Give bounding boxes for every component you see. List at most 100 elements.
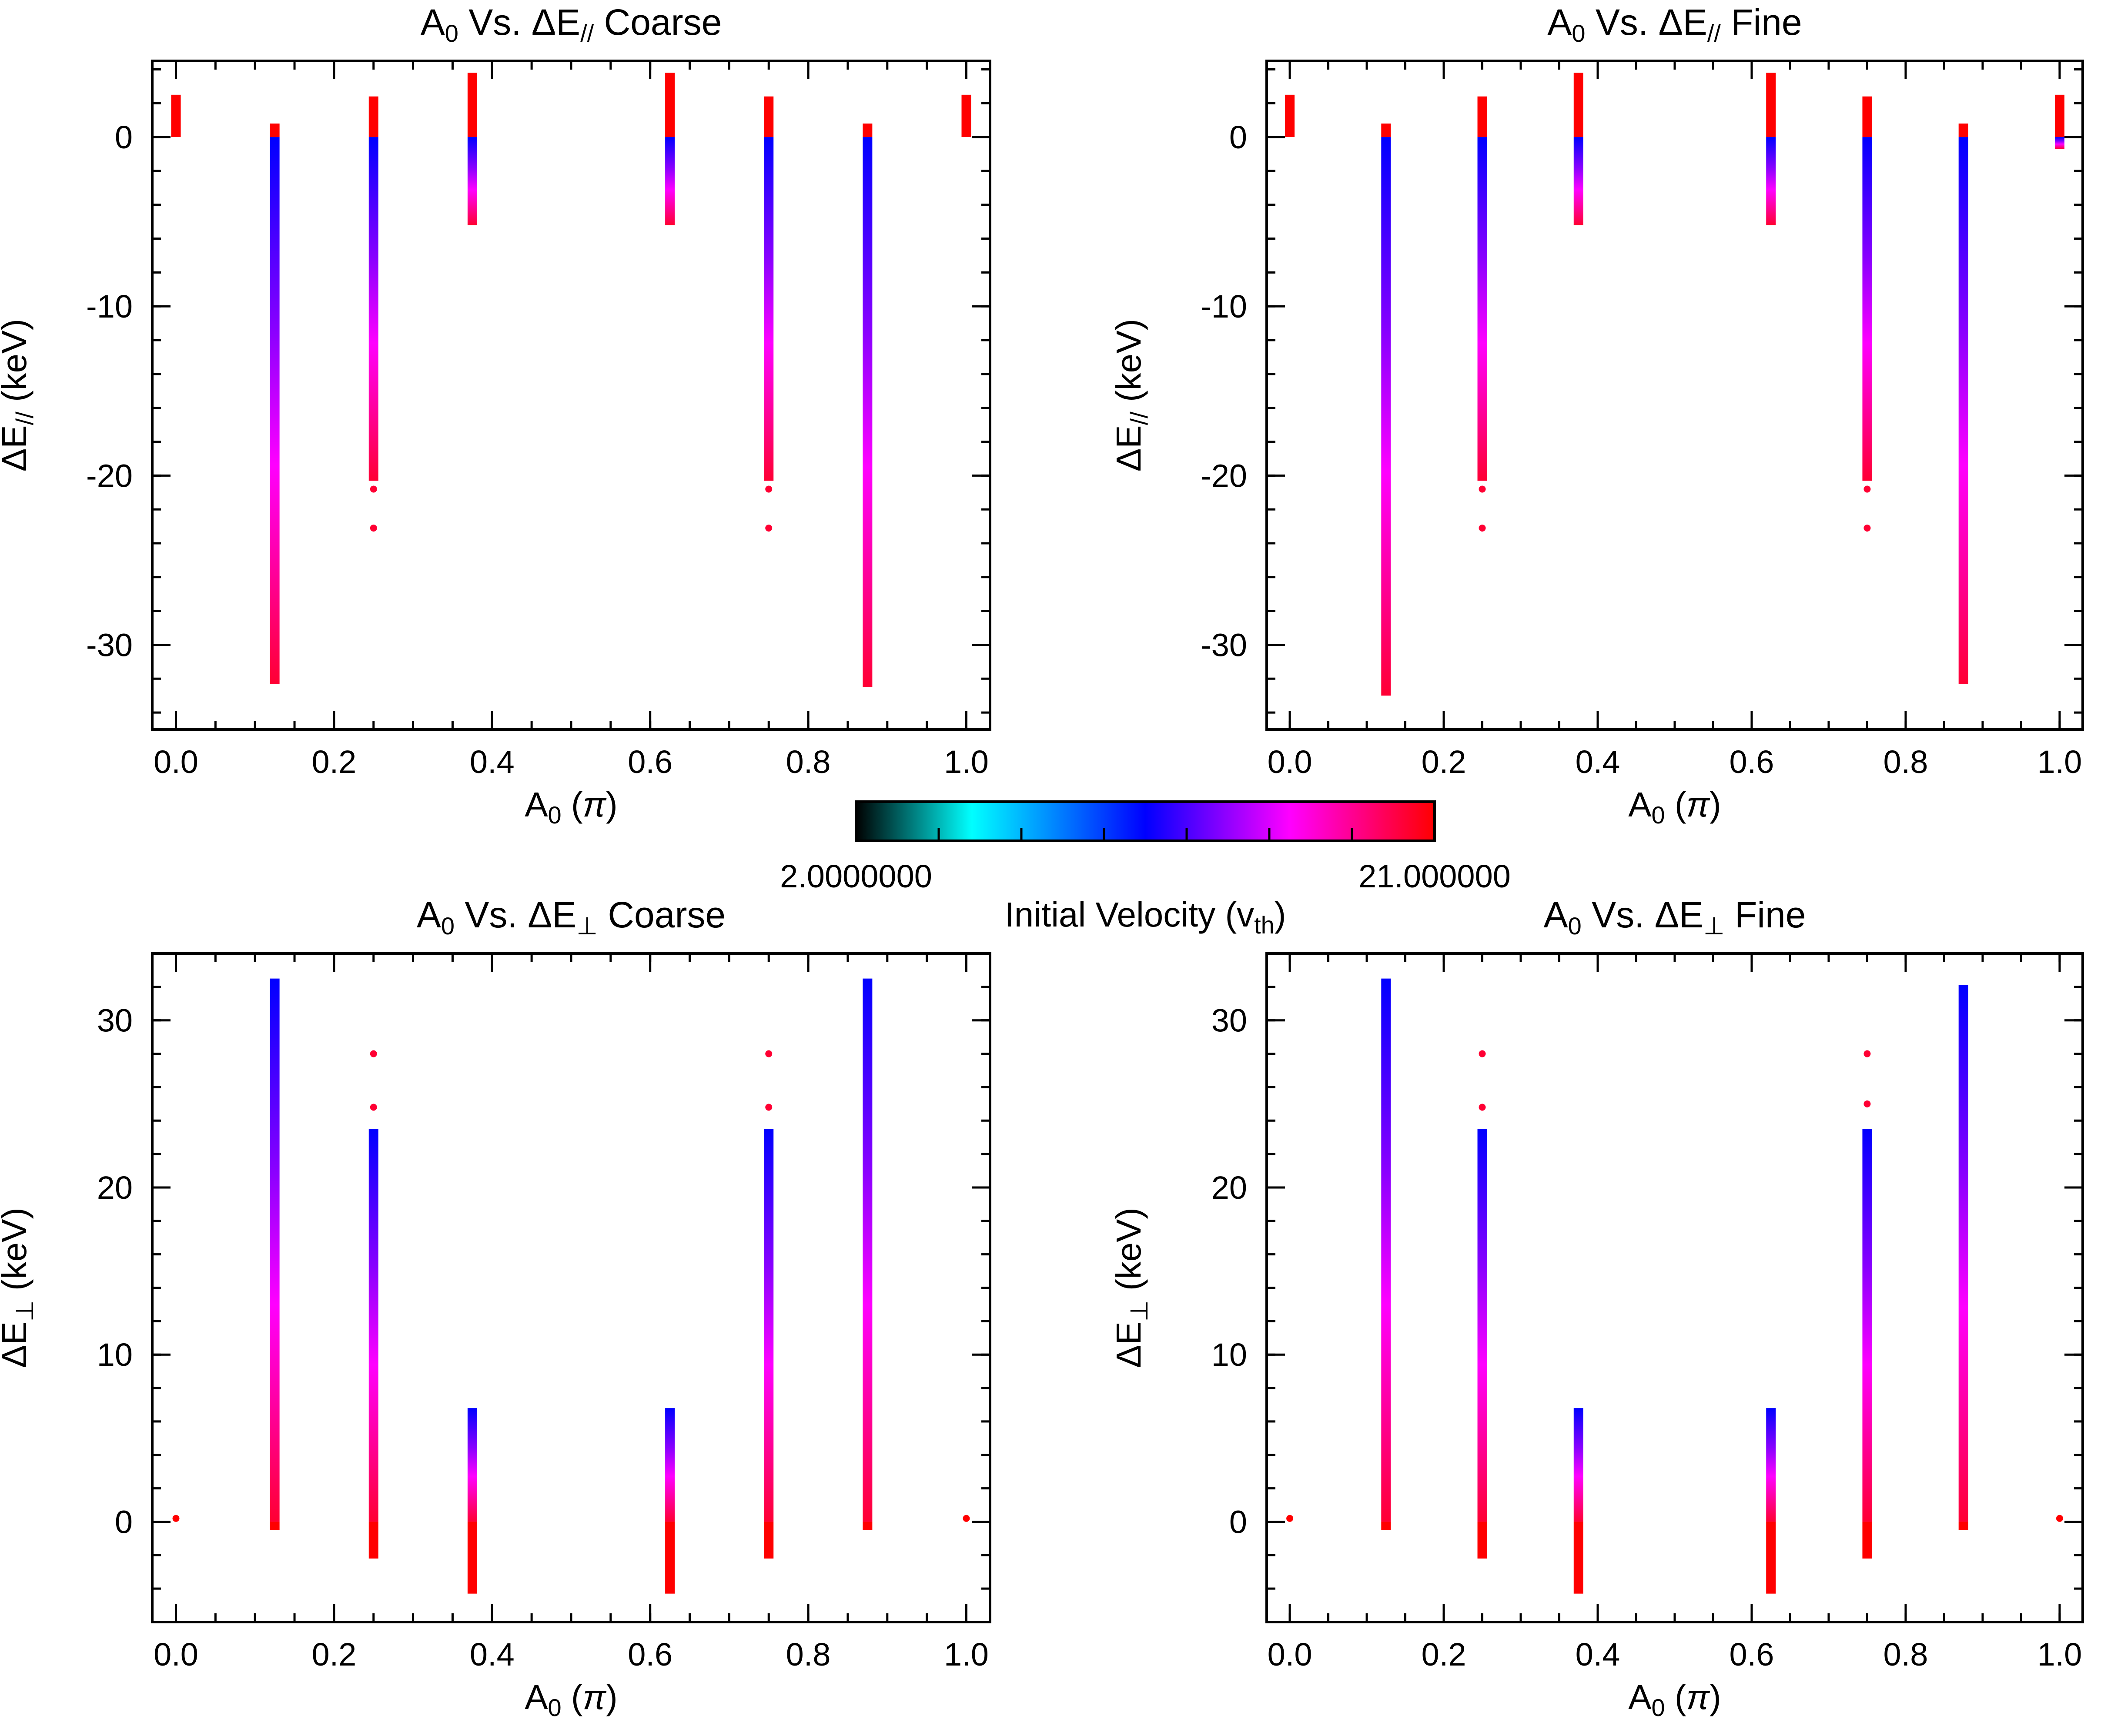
x-tick-label: 0.0 <box>154 744 198 780</box>
title-sub2: ⊥ <box>1703 912 1725 940</box>
ylabel-de: ΔE <box>0 425 33 472</box>
data-outlier <box>1863 524 1871 532</box>
y-tick-label: 30 <box>1211 1003 1247 1039</box>
x-tick-label: 0.6 <box>628 744 672 780</box>
x-tick-label: 0.4 <box>470 744 515 780</box>
title-mid: Vs. ΔE <box>458 2 580 43</box>
title-a: A <box>1547 2 1572 43</box>
panel-title: A0 Vs. ΔE// Coarse <box>421 2 722 47</box>
data-column-upper <box>467 1408 477 1522</box>
data-column <box>171 94 181 137</box>
data-column-upper <box>1477 96 1487 137</box>
ylabel-unit: (keV) <box>0 1208 33 1300</box>
data-column-upper <box>1958 985 1968 1522</box>
data-column-lower <box>1958 1522 1968 1530</box>
colorbar-gradient <box>855 800 1436 842</box>
xlabel-sub: 0 <box>548 801 562 829</box>
data-column-lower <box>467 137 477 225</box>
data-column-lower <box>1573 137 1583 225</box>
data-outlier <box>765 1050 773 1057</box>
data-outlier <box>1863 1100 1871 1107</box>
panel-title: A0 Vs. ΔE⊥ Fine <box>1544 894 1806 940</box>
data-column-upper <box>764 1129 774 1522</box>
x-tick-label: 0.4 <box>1576 1636 1620 1672</box>
y-axis-label: ΔE⊥ (keV) <box>1109 1208 1153 1368</box>
data-column-upper <box>1381 978 1391 1522</box>
y-tick-label: 20 <box>1211 1170 1247 1206</box>
x-axis-label: A0 (π) <box>1628 1678 1721 1721</box>
title-sub: 0 <box>1568 912 1582 940</box>
data-column-upper <box>1958 123 1968 137</box>
xlabel-sub: 0 <box>548 1694 562 1721</box>
panel-title: A0 Vs. ΔE// Fine <box>1547 2 1802 47</box>
x-tick-label: 1.0 <box>944 744 989 780</box>
data-column-lower <box>1573 1522 1583 1594</box>
title-sub2: ⊥ <box>576 912 598 940</box>
x-tick-label: 0.0 <box>1268 744 1312 780</box>
xlabel-paren: ( <box>562 785 583 824</box>
ylabel-de: ΔE <box>1109 425 1148 472</box>
xlabel-close: ) <box>1710 1678 1721 1716</box>
y-tick-label: 30 <box>97 1003 133 1039</box>
ylabel-sub: // <box>11 411 38 425</box>
data-column-upper <box>764 96 774 137</box>
data-column-lower <box>368 1522 378 1559</box>
data-column-lower <box>270 1522 280 1530</box>
data-outlier <box>1479 524 1486 532</box>
data-column-upper <box>368 96 378 137</box>
ylabel-de: ΔE <box>1109 1321 1148 1368</box>
data-column-lower <box>1381 1522 1391 1530</box>
title-suffix: Coarse <box>594 2 722 43</box>
y-tick-label: -30 <box>86 627 133 663</box>
data-outlier <box>370 1104 377 1111</box>
x-tick-label: 0.0 <box>154 1636 198 1672</box>
x-tick-label: 0.2 <box>1422 744 1466 780</box>
y-tick-label: -20 <box>1201 458 1247 494</box>
title-suffix: Fine <box>1721 2 1802 43</box>
xlabel-sub: 0 <box>1652 801 1665 829</box>
x-tick-label: 0.2 <box>311 744 356 780</box>
y-tick-label: 0 <box>115 1504 133 1540</box>
data-point <box>2056 1515 2063 1522</box>
x-tick-label: 0.8 <box>1884 744 1928 780</box>
xlabel-close: ) <box>1710 785 1721 824</box>
data-column-upper <box>270 123 280 137</box>
data-column-lower <box>270 137 280 684</box>
data-column-lower <box>863 137 873 687</box>
data-column-upper <box>665 1408 675 1522</box>
ylabel-unit: (keV) <box>0 319 33 411</box>
colorbar-title-sub: th <box>1254 911 1275 939</box>
ylabel-sub: ⊥ <box>11 1300 38 1321</box>
title-mid: Vs. ΔE <box>455 894 576 935</box>
y-tick-label: -30 <box>1201 627 1247 663</box>
x-tick-label: 0.4 <box>1576 744 1620 780</box>
ylabel-de: ΔE <box>0 1321 33 1368</box>
x-tick-label: 0.6 <box>1730 744 1774 780</box>
data-column-upper <box>1766 73 1776 137</box>
title-mid: Vs. ΔE <box>1586 2 1707 43</box>
y-axis-label: ΔE// (keV) <box>1109 319 1153 472</box>
data-column-lower <box>1766 1522 1776 1594</box>
data-outlier <box>1863 485 1871 493</box>
data-column-lower <box>665 137 675 225</box>
panel-parallel-fine: 0.0 0.2 0.4 0.6 0.8 1.0 0 -10 -20 -30 A0 Vs. ΔE// … <box>1109 2 2084 829</box>
data-point <box>172 1515 180 1522</box>
data-column-lower <box>1477 1522 1487 1559</box>
title-sub2: // <box>1707 20 1721 47</box>
data-point <box>1286 1515 1294 1522</box>
x-tick-label: 0.6 <box>628 1636 672 1672</box>
data-column-upper <box>1573 1408 1583 1522</box>
data-column <box>1285 94 1295 137</box>
data-point <box>963 1515 970 1522</box>
xlabel-close: ) <box>606 785 618 824</box>
y-tick-label: -20 <box>86 458 133 494</box>
data-column-lower <box>1766 137 1776 225</box>
colorbar-title: Initial Velocity (vth) <box>1005 895 1286 939</box>
x-tick-label: 0.8 <box>786 1636 831 1672</box>
x-tick-label: 0.0 <box>1268 1636 1312 1672</box>
xlabel-close: ) <box>606 1678 618 1716</box>
title-suffix: Coarse <box>598 894 726 935</box>
x-tick-label: 0.2 <box>1422 1636 1466 1672</box>
data-column-lower <box>665 1522 675 1594</box>
